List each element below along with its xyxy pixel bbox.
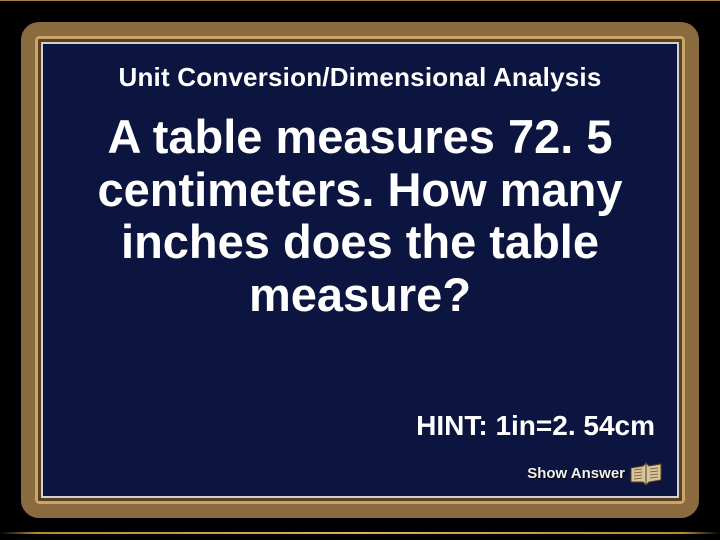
show-answer-label: Show Answer bbox=[527, 465, 625, 482]
slide-panel: Unit Conversion/Dimensional Analysis A t… bbox=[41, 42, 679, 498]
bottom-accent-line bbox=[0, 532, 720, 534]
top-accent-line bbox=[0, 0, 720, 1]
show-answer-button[interactable]: Show Answer bbox=[527, 460, 663, 486]
category-title: Unit Conversion/Dimensional Analysis bbox=[53, 62, 667, 93]
book-icon bbox=[629, 460, 663, 486]
question-text: A table measures 72. 5 centimeters. How … bbox=[53, 111, 667, 322]
hint-text: HINT: 1in=2. 54cm bbox=[416, 410, 655, 442]
slide-frame: Unit Conversion/Dimensional Analysis A t… bbox=[21, 22, 699, 518]
